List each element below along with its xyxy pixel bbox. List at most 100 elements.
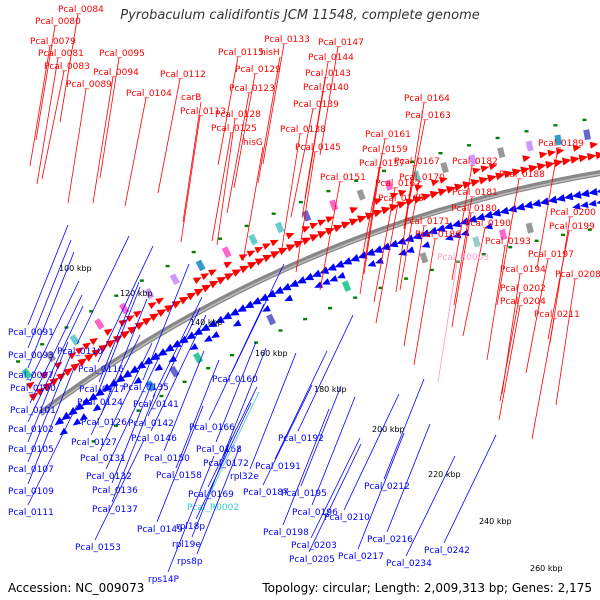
label-leader: [211, 132, 232, 242]
forward-gene: [49, 377, 59, 387]
reverse-gene: [388, 239, 399, 248]
label-leader: [498, 305, 521, 421]
cog-box: [274, 221, 285, 234]
gene-label: Pcal_0104: [126, 89, 172, 99]
cog-box: [498, 228, 508, 241]
forward-gene: [398, 189, 407, 197]
forward-gene: [223, 261, 233, 269]
reverse-gene: [200, 323, 211, 332]
label-leader: [27, 353, 72, 463]
label-leader: [249, 352, 297, 470]
reverse-gene: [398, 248, 407, 256]
reverse-gene: [122, 369, 133, 379]
cog-dash: [378, 286, 383, 290]
label-leader: [216, 118, 236, 246]
reverse-gene: [61, 411, 71, 421]
reverse-gene: [507, 204, 518, 213]
gene-label: Pcal_0081: [38, 49, 84, 59]
forward-gene: [147, 302, 157, 310]
reverse-gene: [484, 222, 493, 230]
gene-label: Pcal_0102: [8, 425, 54, 435]
forward-gene: [480, 165, 490, 173]
forward-gene: [98, 344, 109, 353]
gene-label: Pcal_0140: [303, 83, 349, 93]
gene-label: Pcal_0196: [292, 508, 338, 518]
forward-gene: [325, 216, 335, 223]
forward-gene: [208, 269, 217, 277]
gene-label: Pcal_0203: [291, 541, 337, 551]
gene-label: Pcal_0131: [80, 454, 126, 464]
gene-label: Pcal_0190: [465, 219, 511, 229]
reverse-gene: [547, 195, 558, 204]
cog-box: [169, 273, 180, 286]
gene-label: Pcal_0163: [405, 111, 451, 121]
forward-gene: [470, 179, 481, 187]
label-leader: [375, 202, 399, 324]
label-leader: [217, 56, 239, 166]
gene-label: Pcal_0100: [10, 384, 56, 394]
reverse-gene: [133, 376, 143, 384]
label-leader: [462, 227, 486, 337]
reverse-gene: [232, 319, 242, 327]
cog-dash: [582, 118, 587, 122]
cog-dash: [40, 343, 45, 346]
cog-dash: [561, 233, 566, 237]
cog-box: [497, 147, 506, 159]
reverse-gene: [164, 343, 175, 352]
cog-box: [583, 129, 591, 141]
gene-label: Pcal_0181: [452, 188, 498, 198]
gene-label: Pcal_0145: [295, 143, 341, 153]
forward-gene: [429, 190, 440, 199]
reverse-gene: [274, 286, 284, 294]
cog-dash: [139, 279, 144, 282]
reverse-gene: [539, 197, 550, 206]
gene-label: Pcal_0110: [57, 347, 103, 357]
label-leader: [96, 286, 141, 396]
genome-summary-text: Topology: circular; Length: 2,009,313 bp…: [262, 581, 592, 595]
label-leader: [36, 57, 59, 185]
cog-dash: [136, 409, 141, 412]
gene-label: Pcal_0169: [188, 490, 234, 500]
reverse-gene: [304, 272, 314, 281]
forward-gene: [349, 207, 359, 214]
forward-gene: [317, 231, 328, 239]
reverse-gene: [421, 241, 431, 248]
reverse-gene: [365, 248, 376, 256]
label-leader: [486, 245, 506, 361]
cog-dash: [244, 224, 249, 228]
forward-gene: [209, 280, 219, 289]
forward-gene: [70, 363, 80, 372]
reverse-gene: [186, 331, 196, 340]
reverse-gene: [81, 397, 91, 406]
label-leader: [27, 224, 69, 326]
tick-label: 260 kbp: [530, 564, 563, 573]
reverse-gene: [54, 416, 65, 426]
cog-dash: [218, 237, 223, 240]
reverse-gene: [259, 293, 269, 301]
cog-dash: [429, 268, 434, 272]
reverse-gene: [491, 208, 502, 217]
cog-box: [169, 365, 180, 378]
forward-gene: [89, 337, 98, 346]
gene-label: Pcal_0171: [404, 217, 450, 227]
gene-label: Pcal_0187: [243, 488, 289, 498]
label-leader: [180, 115, 201, 243]
tick-label: 240 kbp: [479, 517, 512, 526]
label-leader: [386, 423, 431, 533]
gene-label: Pcal_0091: [8, 328, 54, 338]
label-leader: [226, 92, 250, 214]
label-leader: [35, 25, 56, 141]
forward-gene: [561, 157, 572, 166]
label-leader: [98, 281, 140, 383]
cog-box: [266, 313, 276, 326]
forward-gene: [164, 304, 174, 313]
forward-gene: [149, 313, 160, 322]
cog-box: [301, 210, 312, 222]
gene-label: Pcal_0162: [375, 179, 421, 189]
forward-gene: [105, 339, 116, 348]
forward-gene: [317, 219, 327, 227]
gene-label: Pcal_0216: [367, 535, 413, 545]
cog-dash: [524, 130, 529, 133]
gene-label: Pcal_0161: [365, 130, 411, 140]
